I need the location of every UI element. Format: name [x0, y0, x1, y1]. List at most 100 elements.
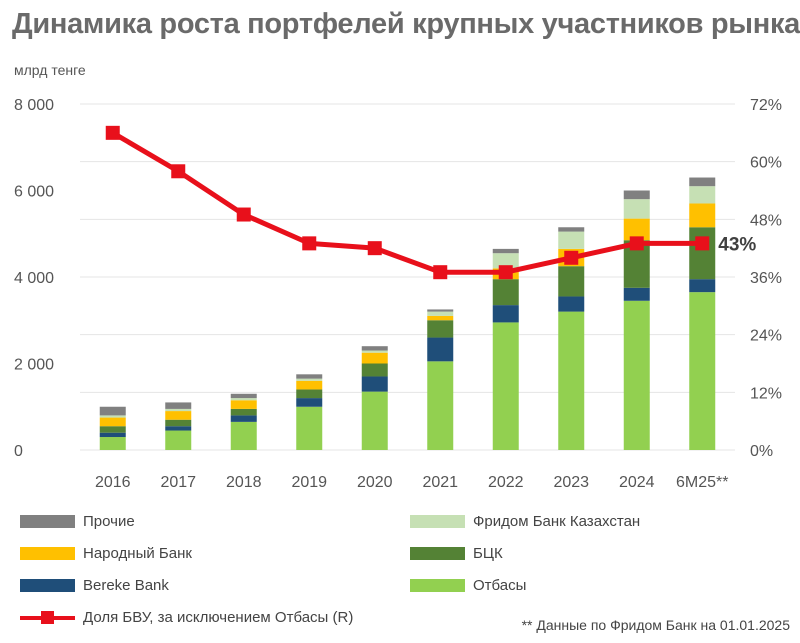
bar-segment: [165, 402, 192, 409]
x-tick-label: 2020: [357, 474, 393, 491]
bar-segment: [623, 218, 650, 241]
legend-label-freedom: Фридом Банк Казахстан: [473, 513, 641, 530]
bar-segment: [492, 279, 519, 306]
bar-segment: [230, 421, 257, 450]
share-line-marker: [367, 241, 382, 256]
stacked-bars: [99, 177, 716, 450]
bar-segment: [296, 374, 323, 379]
bar-segment: [99, 437, 126, 450]
bar-segment: [296, 378, 323, 381]
legend-item-other: Прочие: [20, 513, 135, 530]
legend-swatch-bck: [410, 547, 465, 560]
bar-segment: [689, 186, 716, 204]
bar-segment: [230, 398, 257, 401]
bar-segment: [558, 231, 585, 249]
bar-segment: [689, 177, 716, 187]
bar-segment: [296, 380, 323, 390]
bar-segment: [427, 309, 454, 312]
legend-item-freedom: Фридом Банк Казахстан: [410, 513, 640, 530]
share-line-marker: [564, 250, 579, 265]
bar-segment: [558, 296, 585, 312]
y2-tick-label: 0%: [750, 443, 773, 460]
bar-segment: [492, 322, 519, 450]
x-tick-label: 2019: [291, 474, 327, 491]
bar-segment: [361, 350, 388, 353]
portfolio-chart: 0 2 000 4 000 6 000 8 000 0% 12% 24% 36% 48% 60% 7…: [14, 97, 782, 491]
bar-segment: [492, 305, 519, 323]
share-line-marker: [695, 236, 710, 251]
bar-segment: [689, 203, 716, 228]
x-tick-label: 2017: [160, 474, 196, 491]
x-axis-ticks: 2016 2017 2018 2019 2020 2021 2022 2023 2024 6M25…: [95, 474, 729, 491]
legend-swatch-halyk: [20, 547, 75, 560]
x-tick-label: 2018: [226, 474, 262, 491]
bar-segment: [165, 411, 192, 420]
y2-tick-label: 36%: [750, 270, 782, 287]
bar-segment: [623, 190, 650, 200]
bar-segment: [689, 279, 716, 293]
left-axis-ticks: 0 2 000 4 000 6 000 8 000: [14, 97, 54, 460]
bar-segment: [361, 352, 388, 364]
bar-segment: [296, 398, 323, 407]
y-tick-label: 4 000: [14, 270, 54, 287]
bar-segment: [427, 315, 454, 321]
share-line-marker: [105, 125, 120, 140]
x-tick-label: 2021: [422, 474, 458, 491]
bar-segment: [492, 253, 519, 269]
bar-segment: [296, 406, 323, 450]
bar-segment: [230, 408, 257, 416]
bar-segment: [558, 227, 585, 232]
legend-item-share-line: Доля БВУ, за исключением Отбасы (R): [20, 609, 353, 626]
legend-swatch-otbasy: [410, 579, 465, 592]
bar-segment: [689, 292, 716, 450]
bar-segment: [165, 426, 192, 431]
bar-segment: [427, 320, 454, 338]
legend-label-otbasy: Отбасы: [473, 577, 527, 594]
bar-segment: [296, 389, 323, 399]
share-line-marker: [302, 236, 317, 251]
bar-segment: [427, 311, 454, 316]
bar-segment: [623, 199, 650, 219]
bar-segment: [361, 346, 388, 351]
x-tick-label: 2016: [95, 474, 131, 491]
share-line-marker: [236, 207, 251, 222]
bar-segment: [99, 406, 126, 416]
y-tick-label: 0: [14, 443, 23, 460]
share-line: 43%: [105, 125, 756, 280]
legend-swatch-other: [20, 515, 75, 528]
right-axis-ticks: 0% 12% 24% 36% 48% 60% 72%: [750, 97, 782, 460]
bar-segment: [165, 408, 192, 412]
bar-segment: [99, 417, 126, 427]
bar-segment: [558, 311, 585, 450]
bar-segment: [427, 361, 454, 450]
footnote: ** Данные по Фридом Банк на 01.01.2025: [521, 617, 790, 633]
legend: Прочие Фридом Банк Казахстан Народный Ба…: [20, 508, 800, 643]
legend-item-otbasy: Отбасы: [410, 577, 526, 594]
share-line-marker: [171, 164, 186, 179]
y2-tick-label: 24%: [750, 328, 782, 345]
bar-segment: [427, 337, 454, 362]
bar-segment: [165, 430, 192, 450]
bar-segment: [492, 248, 519, 254]
share-line-marker: [433, 265, 448, 280]
legend-label-bck: БЦК: [473, 545, 503, 562]
y-tick-label: 8 000: [14, 97, 54, 114]
legend-label-other: Прочие: [83, 513, 135, 530]
legend-swatch-bereke: [20, 579, 75, 592]
bar-segment: [230, 393, 257, 399]
share-line-marker: [629, 236, 644, 251]
bar-segment: [623, 287, 650, 301]
bar-segment: [99, 426, 126, 433]
bar-segment: [361, 376, 388, 392]
bar-segment: [689, 227, 716, 280]
legend-label-share-line: Доля БВУ, за исключением Отбасы (R): [83, 609, 354, 626]
y-axis-unit-label: млрд тенге: [14, 62, 86, 78]
x-tick-label: 6M25**: [676, 474, 728, 491]
bar-segment: [558, 266, 585, 297]
bar-segment: [165, 419, 192, 427]
legend-swatch-share-line: [20, 611, 75, 624]
legend-item-bck: БЦК: [410, 545, 503, 562]
bar-segment: [230, 415, 257, 422]
share-line-path: [111, 130, 703, 275]
x-tick-label: 2022: [488, 474, 524, 491]
